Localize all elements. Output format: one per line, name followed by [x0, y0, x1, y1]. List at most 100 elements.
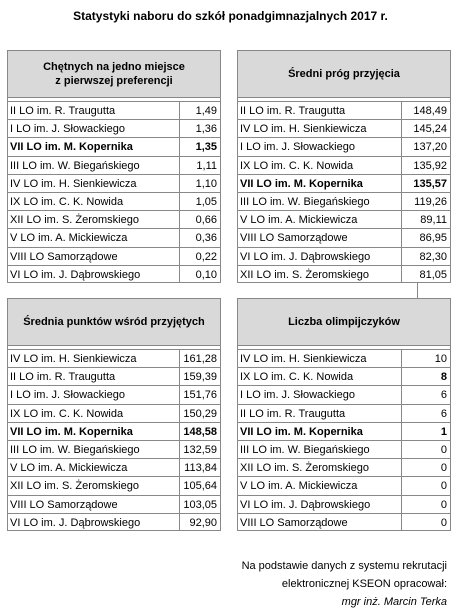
value: 1,49	[179, 102, 220, 120]
value: 10	[401, 350, 450, 368]
value: 119,26	[401, 192, 450, 211]
school-name: XII LO im. S. Żeromskiego	[10, 214, 139, 227]
table-row: VIII LO Samorządowe 0	[238, 512, 450, 530]
table-row: IX LO im. C. K. Nowida 1,05	[8, 191, 220, 211]
value: 1	[401, 422, 450, 440]
connector	[417, 283, 418, 298]
value: 1,11	[179, 156, 220, 174]
value: 132,59	[179, 440, 220, 459]
table: Liczba olimpijczyków IV LO im. H. Sienkie…	[237, 298, 451, 531]
value: 103,05	[179, 495, 220, 513]
value: 6	[401, 404, 450, 422]
table-row: I LO im. J. Słowackiego 6	[238, 385, 450, 404]
school-name: XII LO im. S. Żeromskiego	[10, 480, 139, 493]
table-row: III LO im. W. Biegańskiego 119,26	[238, 191, 450, 211]
value: 81,05	[401, 265, 450, 282]
value: 0,10	[179, 265, 220, 282]
value: 135,57	[401, 174, 450, 192]
table-row: IX LO im. C. K. Nowida 8	[238, 367, 450, 386]
table-row: IX LO im. C. K. Nowida 135,92	[238, 155, 450, 174]
value: 86,95	[401, 229, 450, 247]
footer-line: mgr inż. Marcin Terka	[341, 596, 447, 608]
value: 148,58	[179, 422, 220, 440]
table-row: VII LO im. M. Kopernika 135,57	[238, 173, 450, 192]
table: Chętnych na jedno miejsce z pierwszej pre…	[7, 50, 221, 283]
value: 113,84	[179, 459, 220, 477]
table-row: XII LO im. S. Żeromskiego 105,64	[8, 476, 220, 495]
table-header: Chętnych na jedno miejsce z pierwszej pre…	[8, 51, 220, 98]
table-row: V LO im. A. Mickiewicza 0,36	[8, 228, 220, 247]
value: 135,92	[401, 156, 450, 174]
school-name: VII LO im. M. Kopernika	[240, 177, 363, 190]
value: 161,28	[179, 350, 220, 368]
footer: Na podstawie danych z systemu rekrutacji…	[242, 557, 447, 611]
table-body: IV LO im. H. Sienkiewicza 161,28 II LO im.…	[8, 349, 220, 530]
table-row: IV LO im. H. Sienkiewicza 145,24	[238, 119, 450, 138]
table-row: VI LO im. J. Dąbrowskiego 0,10	[8, 264, 220, 282]
value: 92,90	[179, 513, 220, 530]
table-row: XII LO im. S. Żeromskiego 0	[238, 458, 450, 477]
value: 151,76	[179, 386, 220, 404]
school-name: II LO im. R. Traugutta	[10, 105, 116, 117]
value: 1,10	[179, 174, 220, 192]
school-name: V LO im. A. Mickiewicza	[10, 462, 128, 475]
school-name: I LO im. J. Słowackiego	[10, 389, 125, 402]
table-row: XII LO im. S. Żeromskiego 0,66	[8, 210, 220, 229]
table-row: VI LO im. J. Dąbrowskiego 92,90	[8, 512, 220, 530]
school-name: III LO im. W. Biegańskiego	[10, 443, 140, 456]
table-row: I LO im. J. Słowackiego 151,76	[8, 385, 220, 404]
table-row: XII LO im. S. Żeromskiego 81,05	[238, 264, 450, 282]
table-row: IX LO im. C. K. Nowida 150,29	[8, 403, 220, 422]
table-title: Chętnych na jedno miejsce	[43, 61, 185, 73]
value: 0	[401, 459, 450, 477]
school-name: III LO im. W. Biegańskiego	[240, 443, 370, 456]
school-name: VII LO im. M. Kopernika	[10, 425, 133, 438]
table-header: Średnia punktów wśród przyjętych	[8, 299, 220, 346]
school-name: IX LO im. C. K. Nowida	[10, 195, 124, 208]
value: 137,20	[401, 138, 450, 156]
school-name: VI LO im. J. Dąbrowskiego	[10, 516, 141, 529]
table-row: I LO im. J. Słowackiego 137,20	[238, 137, 450, 156]
school-name: VII LO im. M. Kopernika	[10, 141, 133, 154]
school-name: VIII LO Samorządowe	[240, 516, 348, 529]
school-name: IX LO im. C. K. Nowida	[240, 159, 354, 172]
table-row: VII LO im. M. Kopernika 148,58	[8, 421, 220, 440]
page-title: Statystyki naboru do szkół ponadgimnazja…	[73, 9, 388, 23]
table-row: I LO im. J. Słowackiego 1,36	[8, 119, 220, 138]
school-name: IX LO im. C. K. Nowida	[240, 371, 354, 384]
table-title: Średnia punktów wśród przyjętych	[23, 316, 205, 328]
school-name: VIII LO Samorządowe	[10, 498, 118, 511]
school-name: II LO im. R. Traugutta	[10, 371, 116, 384]
table-body: II LO im. R. Traugutta 148,49 IV LO im. H.…	[238, 101, 450, 282]
table-title: Liczba olimpijczyków	[288, 316, 400, 328]
value: 148,49	[401, 102, 450, 120]
value: 105,64	[179, 477, 220, 495]
value: 0	[401, 513, 450, 530]
table: Średnia punktów wśród przyjętych IV LO im…	[7, 298, 221, 531]
table-header: Średni próg przyjęcia	[238, 51, 450, 98]
school-name: II LO im. R. Traugutta	[240, 407, 346, 420]
school-name: VI LO im. J. Dąbrowskiego	[240, 250, 371, 263]
school-name: V LO im. A. Mickiewicza	[240, 214, 358, 227]
value: 82,30	[401, 247, 450, 265]
school-name: V LO im. A. Mickiewicza	[10, 232, 128, 245]
school-name: III LO im. W. Biegańskiego	[240, 195, 370, 208]
table-row: II LO im. R. Traugutta 6	[238, 403, 450, 422]
value: 159,39	[179, 368, 220, 386]
school-name: IV LO im. H. Sienkiewicza	[240, 353, 367, 365]
table-row: II LO im. R. Traugutta 159,39	[8, 367, 220, 386]
school-name: VIII LO Samorządowe	[10, 250, 118, 263]
value: 1,35	[179, 138, 220, 156]
school-name: IV LO im. H. Sienkiewicza	[10, 177, 137, 190]
value: 6	[401, 386, 450, 404]
school-name: VII LO im. M. Kopernika	[240, 425, 363, 438]
footer-line: Na podstawie danych z systemu rekrutacji	[241, 560, 447, 572]
value: 8	[401, 368, 450, 386]
school-name: VI LO im. J. Dąbrowskiego	[10, 268, 141, 281]
school-name: VI LO im. J. Dąbrowskiego	[240, 498, 371, 511]
value: 0,22	[179, 247, 220, 265]
table-title: Średni próg przyjęcia	[288, 68, 400, 80]
school-name: III LO im. W. Biegańskiego	[10, 159, 140, 172]
table-row: V LO im. A. Mickiewicza 0	[238, 476, 450, 495]
